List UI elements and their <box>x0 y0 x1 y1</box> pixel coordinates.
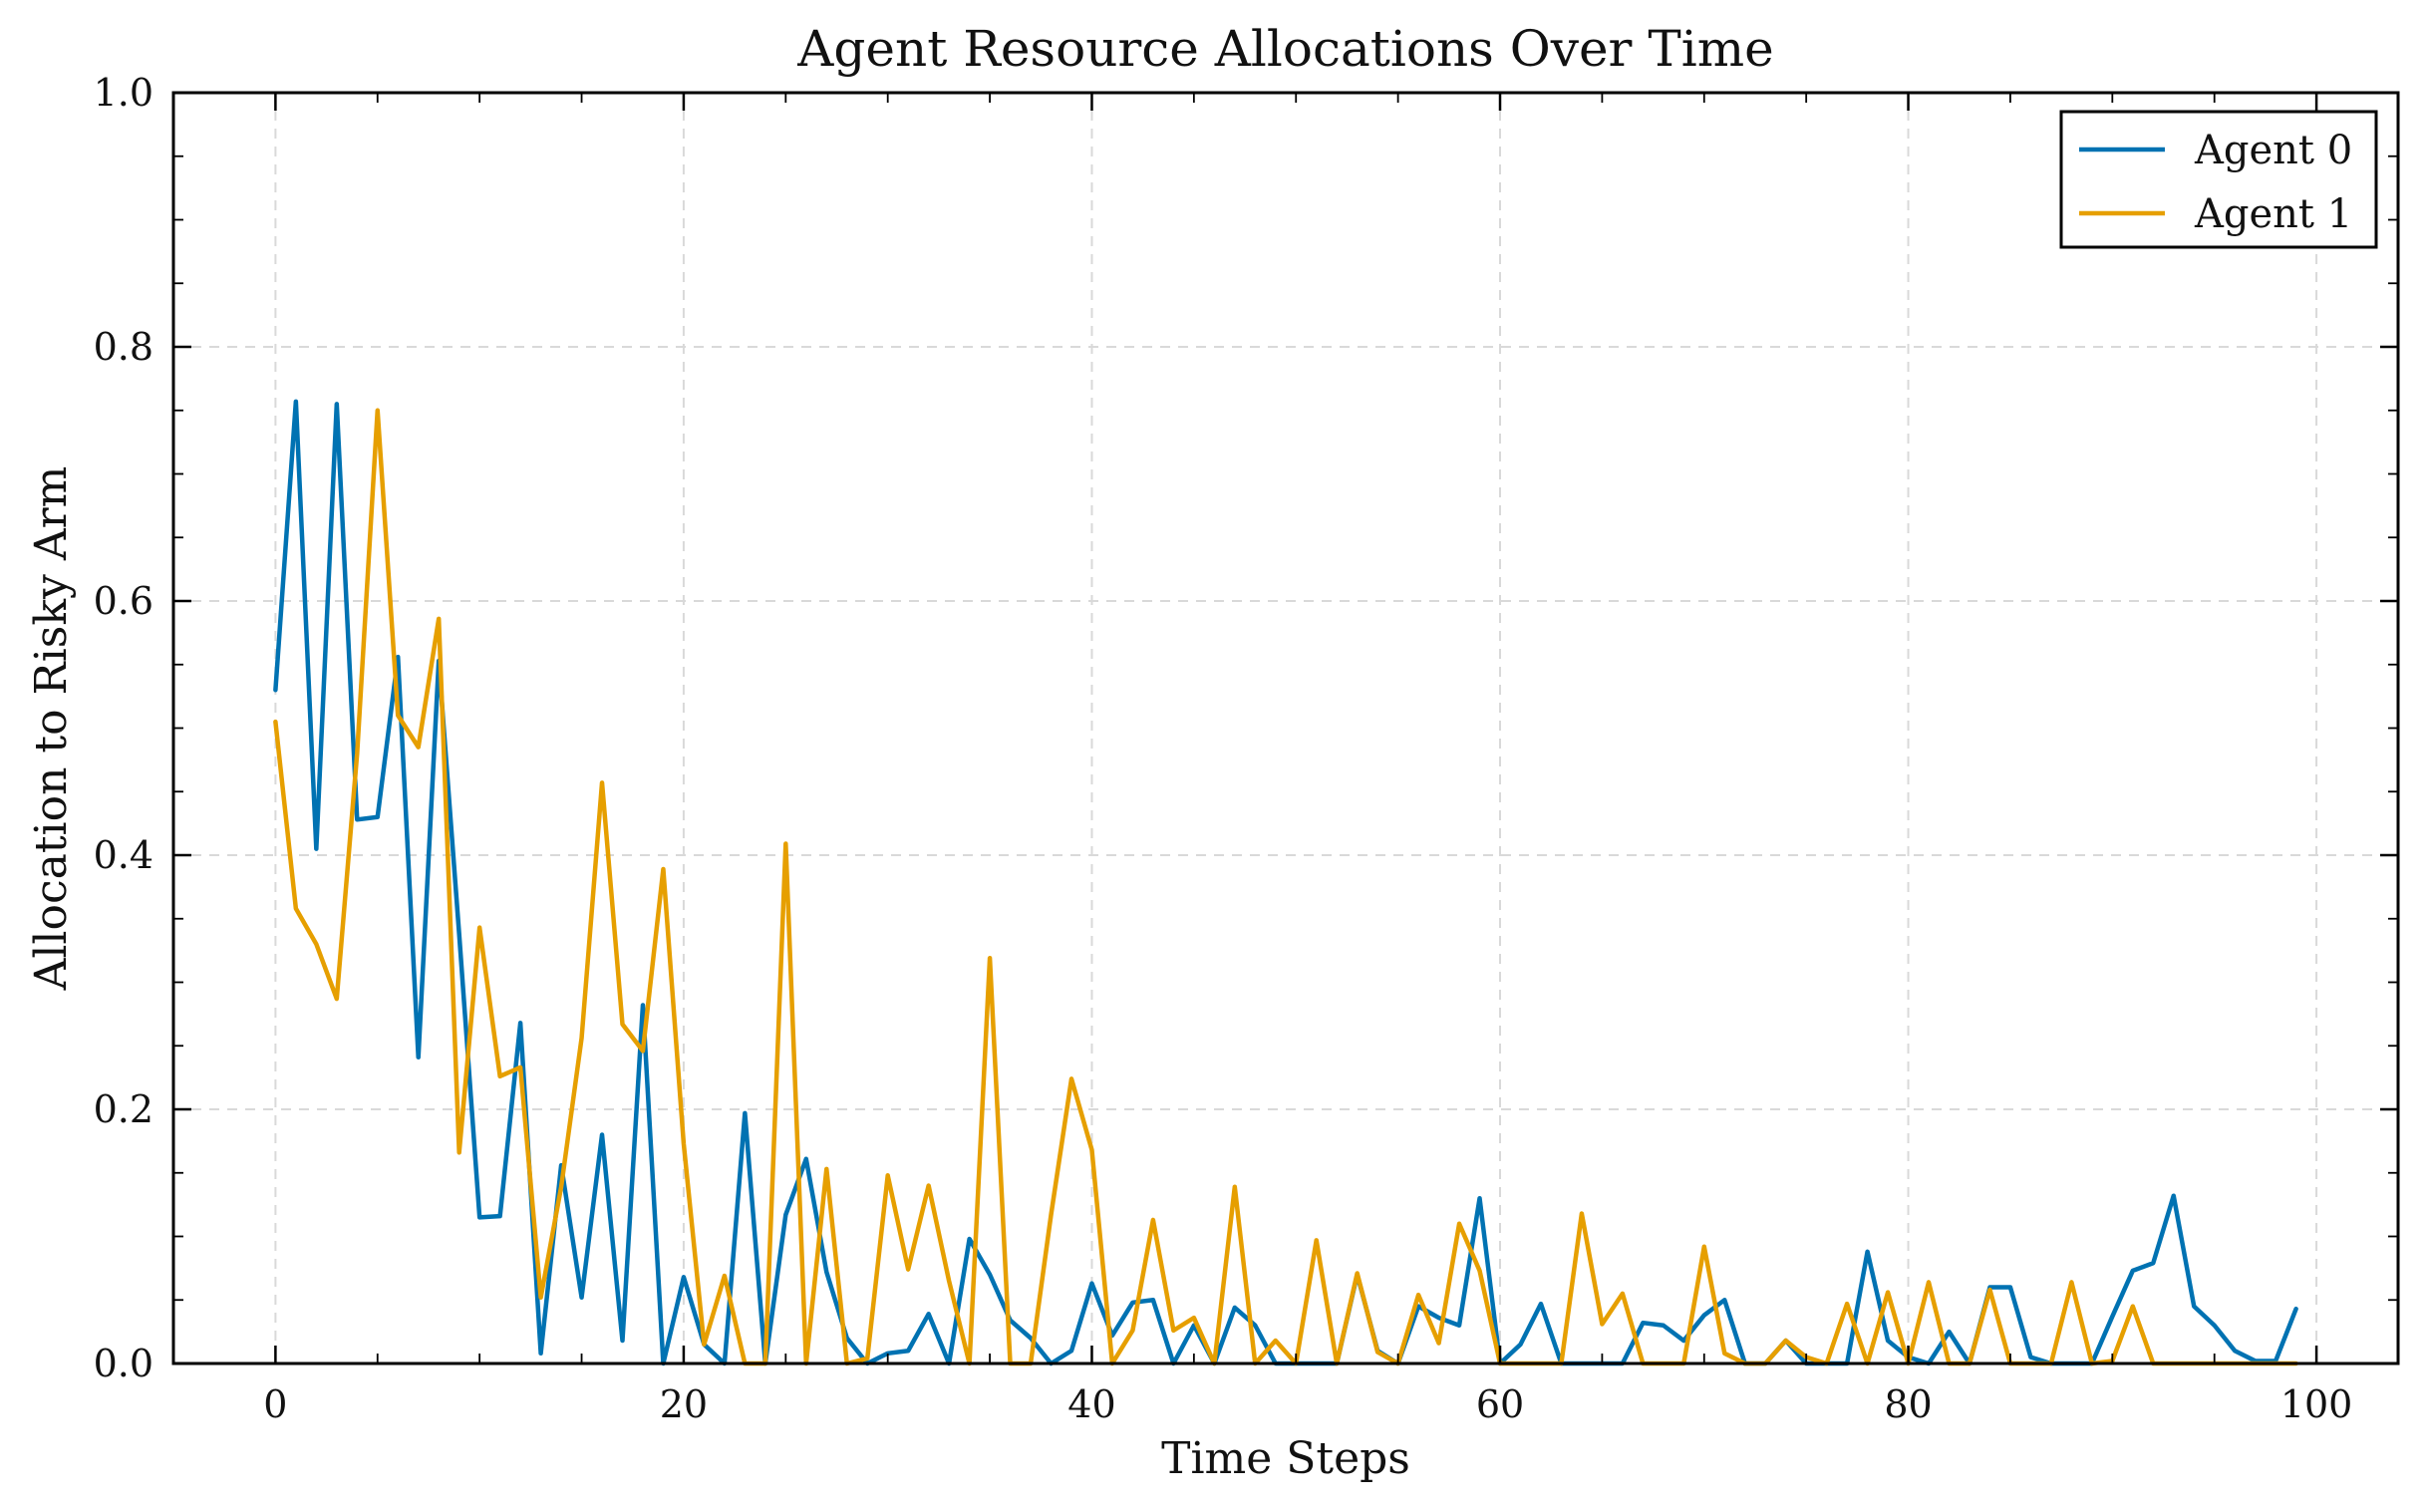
x-tick-label: 80 <box>1884 1382 1932 1426</box>
y-tick-label: 0.2 <box>94 1087 153 1131</box>
y-axis-label: Allocation to Risky Arm <box>26 466 77 992</box>
y-tick-label: 1.0 <box>94 71 153 115</box>
legend-label: Agent 1 <box>2194 191 2352 237</box>
plot-frame <box>171 91 2400 1365</box>
legend-label: Agent 0 <box>2194 128 2352 173</box>
y-tick-label: 0.0 <box>94 1342 153 1385</box>
legend-box <box>2059 110 2378 249</box>
x-tick-label: 20 <box>660 1382 708 1426</box>
x-tick-label: 40 <box>1067 1382 1115 1426</box>
series-lines <box>273 399 2298 1366</box>
axes: 0 20 40 60 80 100 0.0 0.2 0.4 0.6 0.8 1.0 <box>94 71 2400 1426</box>
x-tick-label: 100 <box>2280 1382 2353 1426</box>
chart-title: Agent Resource Allocations Over Time <box>796 20 1773 78</box>
y-tick-label: 0.8 <box>94 325 153 369</box>
series-line-agent-0 <box>273 399 2298 1366</box>
y-tick-label: 0.6 <box>94 579 153 623</box>
legend: Agent 0 Agent 1 <box>2059 110 2378 249</box>
x-axis-label: Time Steps <box>1161 1433 1410 1484</box>
x-tick-label: 0 <box>263 1382 287 1426</box>
y-tick-label: 0.4 <box>94 833 153 877</box>
grid-lines <box>173 92 2398 1364</box>
series-line-agent-1 <box>273 408 2298 1366</box>
x-tick-label: 60 <box>1476 1382 1524 1426</box>
